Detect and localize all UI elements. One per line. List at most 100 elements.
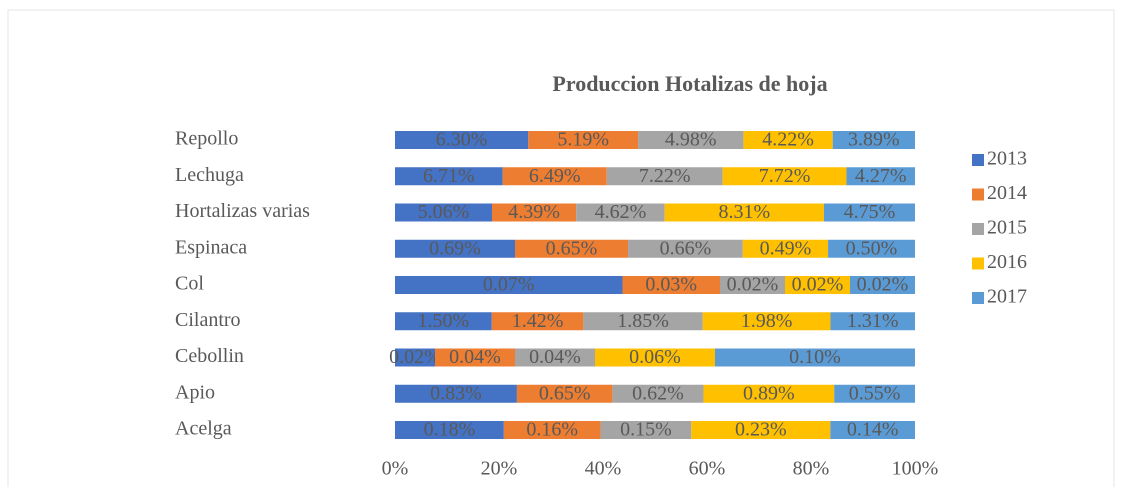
bar-segment [395,312,492,331]
bar-segment [832,131,915,149]
bar-segment [491,203,577,222]
legend-label: 2017 [987,286,1027,308]
x-tick-label: 40% [585,458,622,480]
x-tick-label: 60% [689,458,726,480]
data-label: 0.89% [743,382,795,404]
legend-swatch [972,188,984,201]
data-label: 5.06% [418,201,470,223]
data-label: 4.98% [665,129,717,151]
data-label: 0.62% [632,382,684,404]
bar-segment [395,384,517,403]
bar-segment [785,276,850,294]
bar-segment [395,348,435,367]
bar-segment [502,167,607,186]
chart-border [7,9,1115,487]
y-tick-label: Hortalizas varias [175,200,310,222]
bar-segment [576,203,665,222]
data-label: 0.23% [735,419,787,441]
y-tick-label: Lechuga [175,164,244,186]
bar-segment [691,421,831,439]
data-label: 0.07% [483,274,535,296]
chart-title: Produccion Hotalizas de hoja [552,71,827,96]
bar-segment [834,384,915,403]
bar-segment [638,131,744,149]
y-tick-label: Col [175,273,204,295]
bar-segment [435,348,515,367]
data-label: 0.69% [429,237,481,259]
x-tick-label: 100% [892,458,939,480]
data-label: 4.27% [855,165,907,187]
bar-segment [702,312,831,331]
data-label: 1.50% [418,310,470,332]
data-label: 0.02% [727,274,779,296]
bar-segment [515,239,629,258]
bar-segment [830,421,915,439]
bar-segment [491,312,584,331]
legend-swatch [972,292,984,304]
bar-segment [846,167,915,186]
bar-segment [395,421,504,439]
data-label: 0.50% [846,237,898,259]
data-label: 6.30% [436,129,488,151]
data-label: 0.03% [645,274,697,296]
bar-segment [516,384,613,403]
x-tick-label: 20% [481,458,518,480]
data-label: 0.83% [430,382,482,404]
x-tick-label: 0% [382,458,409,480]
bar-segment [395,203,492,222]
data-label: 1.98% [741,310,793,332]
legend-label: 2013 [987,148,1027,170]
data-label: 6.71% [423,165,475,187]
data-label: 0.65% [539,382,591,404]
data-label: 0.49% [760,237,812,259]
bar-segment [395,167,503,186]
bar-segment [395,239,515,258]
bar-segment [600,421,692,439]
bar-segment [828,239,915,258]
y-tick-label: Acelga [175,418,232,440]
bar-segment [612,384,704,403]
y-tick-label: Cebollin [175,345,244,367]
legend-swatch [972,223,984,235]
y-tick-label: Cilantro [175,309,241,331]
bar-segment [528,131,639,149]
bar-segment [606,167,723,186]
bar-segment [503,421,601,439]
x-tick-label: 80% [793,458,830,480]
data-label: 0.02% [389,346,441,368]
bar-segment [722,167,847,186]
bar-segment [850,276,915,294]
data-label: 1.42% [512,310,564,332]
data-label: 4.75% [844,201,896,223]
legend-label: 2015 [987,217,1027,239]
legend-label: 2014 [987,182,1027,204]
data-label: 0.04% [529,346,581,368]
data-label: 0.06% [629,346,681,368]
legend-swatch [972,257,984,270]
bar-segment [703,384,835,403]
bar-segment [628,239,743,258]
bar-segment [743,131,833,149]
data-label: 0.16% [526,419,578,441]
y-tick-label: Espinaca [175,236,247,258]
bar-segment [395,276,623,294]
bar-segment [664,203,824,222]
data-label: 0.02% [857,274,909,296]
data-label: 4.39% [508,201,560,223]
data-label: 1.31% [847,310,899,332]
data-label: 8.31% [718,201,770,223]
data-label: 0.02% [792,274,844,296]
legend-label: 2016 [987,251,1027,273]
data-label: 7.22% [639,165,691,187]
bar-segment [742,239,829,258]
y-tick-label: Apio [175,381,215,403]
bar-segment [830,312,915,331]
data-label: 3.89% [848,129,900,151]
bar-segment [715,348,915,367]
bar-segment [583,312,703,331]
data-label: 0.18% [424,419,476,441]
data-label: 5.19% [557,129,609,151]
bar-segment [395,131,529,149]
data-label: 0.14% [847,419,899,441]
